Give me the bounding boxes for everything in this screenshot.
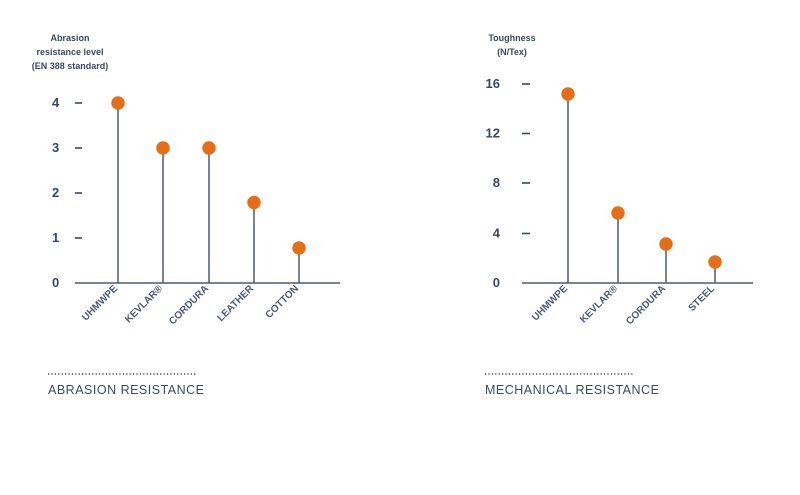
- svg-text:8: 8: [493, 175, 500, 190]
- svg-text:0: 0: [493, 275, 500, 290]
- svg-text:2: 2: [52, 185, 59, 200]
- svg-text:3: 3: [52, 140, 59, 155]
- svg-text:STEEL: STEEL: [687, 283, 718, 314]
- svg-text:1: 1: [52, 230, 59, 245]
- svg-text:(EN 388 standard): (EN 388 standard): [32, 61, 109, 71]
- svg-text:4: 4: [493, 226, 501, 241]
- svg-text:LEATHER: LEATHER: [215, 283, 256, 324]
- svg-text:4: 4: [52, 95, 60, 110]
- svg-text:12: 12: [486, 126, 500, 141]
- svg-text:UHMWPE: UHMWPE: [80, 283, 120, 323]
- svg-text:COTTON: COTTON: [264, 283, 302, 321]
- svg-text:MECHANICAL RESISTANCE: MECHANICAL RESISTANCE: [485, 383, 659, 397]
- svg-text:0: 0: [52, 275, 59, 290]
- svg-text:KEVLAR®: KEVLAR®: [578, 283, 621, 326]
- svg-text:Toughness: Toughness: [488, 33, 535, 43]
- svg-text:CORDURA: CORDURA: [167, 283, 211, 327]
- svg-text:Abrasion: Abrasion: [50, 33, 89, 43]
- svg-text:UHMWPE: UHMWPE: [530, 283, 570, 323]
- svg-text:CORDURA: CORDURA: [624, 283, 668, 327]
- svg-text:(N/Tex): (N/Tex): [497, 47, 527, 57]
- svg-text:ABRASION RESISTANCE: ABRASION RESISTANCE: [48, 383, 205, 397]
- svg-text:16: 16: [486, 76, 500, 91]
- svg-text:resistance level: resistance level: [36, 47, 103, 57]
- svg-text:KEVLAR®: KEVLAR®: [123, 283, 166, 326]
